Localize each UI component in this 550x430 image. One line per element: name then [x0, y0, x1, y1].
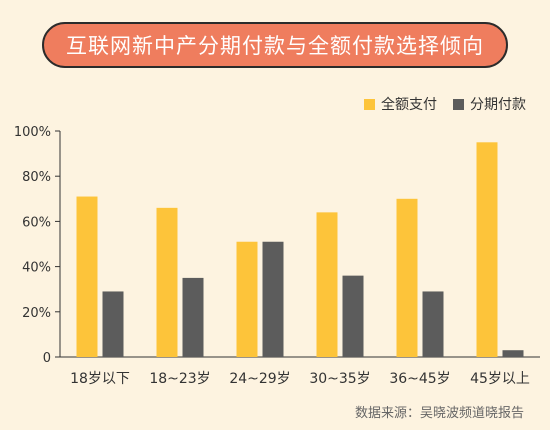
bar-installment — [182, 277, 204, 357]
bar-full-payment — [156, 207, 178, 357]
y-tick-label: 60% — [22, 215, 51, 230]
source-note: 数据来源：吴晓波频道晓报告 — [354, 406, 524, 421]
bar-installment — [262, 241, 284, 357]
legend-item-installment: 分期付款 — [453, 94, 526, 114]
x-category-label: 18~23岁 — [149, 371, 210, 387]
bar-full-payment — [76, 196, 98, 357]
title-banner: 互联网新中产分期付款与全额付款选择倾向 — [42, 22, 508, 68]
chart-title: 互联网新中产分期付款与全额付款选择倾向 — [66, 34, 484, 58]
x-category-label: 36~45岁 — [389, 371, 450, 387]
x-category-label: 18岁以下 — [70, 371, 130, 387]
y-tick-label: 80% — [22, 170, 51, 185]
legend-swatch-installment — [453, 98, 464, 110]
x-category-label: 45岁以上 — [470, 371, 530, 387]
x-category-label: 30~35岁 — [309, 371, 370, 387]
bar-full-payment — [236, 241, 258, 357]
bar-full-payment — [396, 198, 418, 357]
bar-installment — [342, 275, 364, 357]
bar-installment — [422, 291, 444, 357]
legend: 全额支付 分期付款 — [364, 94, 526, 114]
bar-full-payment — [476, 142, 498, 357]
y-tick-label: 40% — [22, 261, 51, 276]
bar-installment — [102, 291, 124, 357]
bar-full-payment — [316, 212, 338, 357]
bar-installment — [502, 350, 524, 357]
legend-item-full: 全额支付 — [364, 94, 437, 114]
legend-swatch-full — [364, 98, 375, 110]
legend-label-installment: 分期付款 — [470, 97, 526, 113]
y-tick-label: 0 — [43, 351, 51, 366]
y-tick-label: 100% — [14, 125, 51, 140]
x-category-label: 24~29岁 — [229, 371, 290, 387]
y-tick-label: 20% — [22, 306, 51, 321]
legend-label-full: 全额支付 — [381, 97, 437, 113]
